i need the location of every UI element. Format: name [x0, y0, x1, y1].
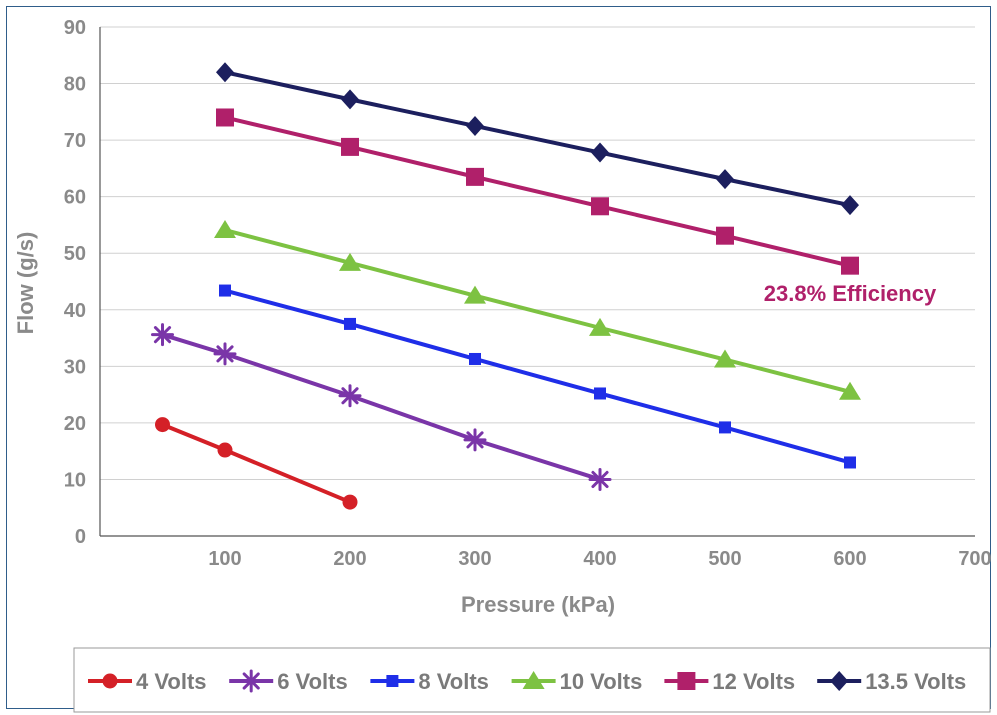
legend-label: 6 Volts: [277, 669, 348, 694]
x-tick-label: 700: [958, 548, 991, 570]
data-point-4-volts: [342, 494, 358, 510]
data-point-12-volts: [591, 197, 609, 216]
data-point-6-volts: [151, 323, 174, 347]
data-point-10-volts: [714, 349, 736, 368]
y-tick-label: 10: [64, 469, 86, 491]
legend-marker: [386, 675, 399, 687]
x-tick-label: 100: [208, 548, 241, 570]
y-tick-label: 20: [64, 413, 86, 435]
legend: 4 Volts 6 Volts 8 Volts 10 Volts 12 Volts 13.…: [88, 669, 966, 694]
data-point-6-volts: [463, 428, 487, 452]
y-tick-labels: 0 10 20 30 40 50 60 70 80 90: [64, 17, 86, 548]
data-point-6-volts: [338, 384, 362, 408]
series-12-volts: [216, 108, 859, 275]
data-point-6-volts: [588, 467, 612, 491]
data-point-12-volts: [466, 167, 484, 186]
x-tick-label: 500: [708, 548, 741, 570]
legend-item-10-volts: 10 Volts: [511, 669, 643, 694]
series-line-4-volts: [161, 422, 351, 504]
data-point-13-5-volts: [466, 115, 484, 136]
series-line-8-volts: [224, 288, 851, 465]
x-tick-label: 600: [833, 548, 866, 570]
data-point-8-volts: [344, 317, 356, 330]
data-point-4-volts: [155, 417, 170, 433]
legend-label: 12 Volts: [712, 669, 795, 694]
x-tick-label: 400: [583, 548, 616, 570]
legend-label: 8 Volts: [418, 669, 489, 694]
data-point-13-5-volts: [716, 169, 734, 190]
data-point-13-5-volts: [216, 62, 234, 83]
data-point-4-volts: [217, 442, 233, 458]
data-point-10-volts: [464, 285, 486, 304]
legend-item-8-volts: 8 Volts: [370, 669, 489, 694]
y-tick-label: 60: [64, 187, 86, 209]
series-8-volts: [219, 284, 856, 469]
data-point-8-volts: [594, 387, 606, 400]
data-point-8-volts: [844, 456, 856, 469]
annotation-label: 23.8% Efficiency: [764, 281, 937, 306]
legend-label: 13.5 Volts: [865, 669, 966, 694]
legend-item-6-volts: 6 Volts: [229, 669, 348, 694]
x-tick-labels: 100 200 300 400 500 600 700: [208, 548, 991, 570]
x-axis-title: Pressure (kPa): [461, 592, 615, 617]
series-group: [151, 62, 861, 510]
data-point-12-volts: [716, 226, 734, 245]
data-point-6-volts: [213, 342, 237, 366]
legend-marker: [830, 671, 849, 691]
series-6-volts: [151, 323, 612, 491]
series-line-12-volts: [224, 115, 851, 268]
series-4-volts: [155, 417, 358, 510]
y-tick-label: 70: [64, 130, 86, 152]
series-line-13-5-volts: [224, 70, 851, 208]
data-point-10-volts: [339, 252, 361, 271]
legend-marker: [522, 671, 545, 689]
data-point-10-volts: [589, 317, 611, 336]
y-tick-label: 0: [75, 526, 86, 548]
legend-label: 4 Volts: [136, 669, 207, 694]
data-point-12-volts: [216, 108, 234, 127]
y-tick-label: 80: [64, 74, 86, 96]
series-10-volts: [214, 220, 861, 400]
grid-lines: [100, 26, 975, 480]
x-tick-label: 300: [458, 548, 491, 570]
annotations: 23.8% Efficiency: [764, 281, 937, 306]
y-axis-title: Flow (g/s): [13, 232, 38, 335]
series-13-5-volts: [216, 62, 859, 216]
data-point-13-5-volts: [341, 89, 359, 110]
data-point-10-volts: [839, 381, 861, 400]
series-line-10-volts: [224, 228, 851, 394]
legend-item-13-5-volts: 13.5 Volts: [817, 669, 966, 694]
data-point-13-5-volts: [841, 195, 859, 216]
data-point-12-volts: [341, 137, 359, 156]
data-point-12-volts: [841, 256, 859, 275]
data-point-13-5-volts: [591, 142, 609, 163]
y-tick-label: 50: [64, 243, 86, 265]
legend-marker: [677, 672, 696, 690]
axes: [99, 27, 975, 537]
legend-marker: [239, 669, 263, 693]
y-tick-label: 90: [64, 17, 86, 39]
data-point-10-volts: [214, 220, 236, 239]
legend-item-4-volts: 4 Volts: [88, 669, 207, 694]
legend-item-12-volts: 12 Volts: [664, 669, 795, 694]
data-point-8-volts: [469, 352, 481, 365]
x-tick-label: 200: [333, 548, 366, 570]
y-tick-label: 30: [64, 356, 86, 378]
data-point-8-volts: [719, 421, 731, 434]
legend-marker: [102, 673, 118, 689]
legend-label: 10 Volts: [560, 669, 643, 694]
data-point-8-volts: [219, 284, 231, 297]
y-tick-label: 40: [64, 300, 86, 322]
